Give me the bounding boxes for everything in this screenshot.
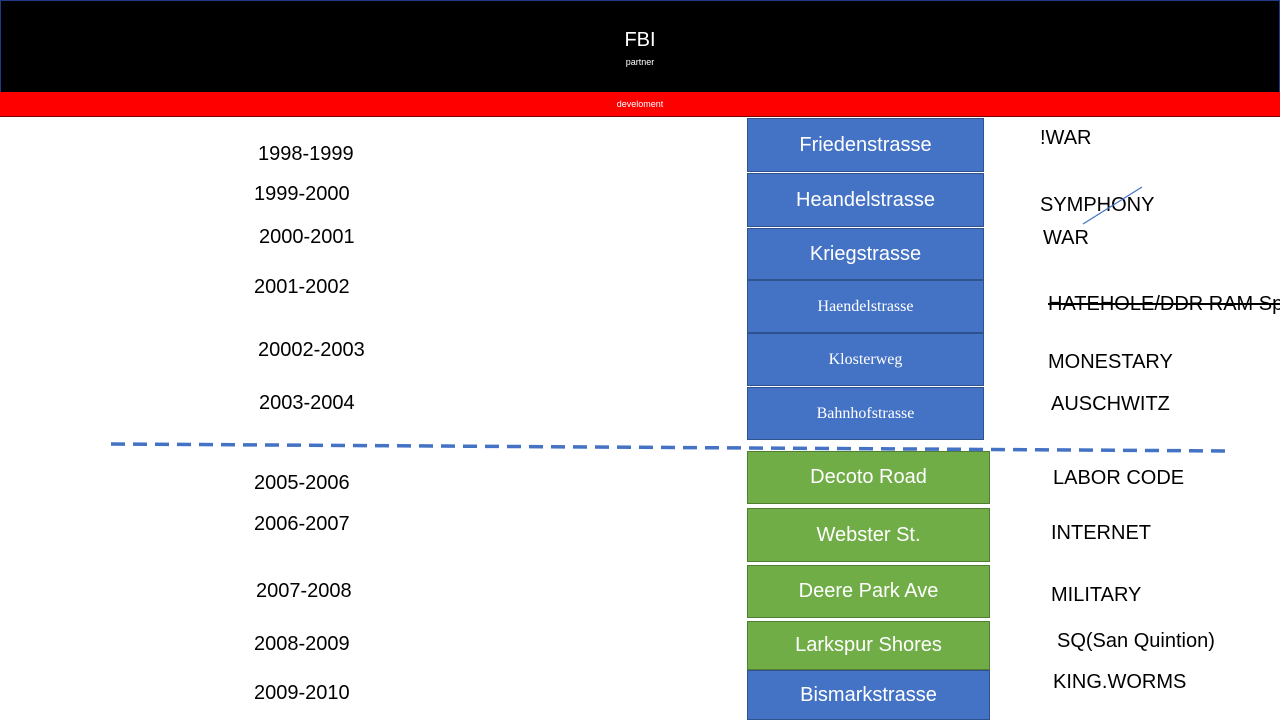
symphony-strike-line xyxy=(1082,186,1143,225)
street-box-friedenstrasse: Friedenstrasse xyxy=(747,118,984,172)
year-label: 2008-2009 xyxy=(254,633,350,655)
note-label-struck: HATEHOLE/DDR RAM Sp xyxy=(1048,293,1280,315)
dashed-divider xyxy=(110,442,1233,453)
street-box-bahnhofstrasse: Bahnhofstrasse xyxy=(747,387,984,440)
note-label: SQ(San Quintion) xyxy=(1057,630,1215,652)
street-box-webster-st: Webster St. xyxy=(747,508,990,562)
note-label: INTERNET xyxy=(1051,522,1151,544)
street-box-kriegstrasse: Kriegstrasse xyxy=(747,228,984,280)
red-banner: develoment xyxy=(0,92,1280,117)
street-box-deere-park-ave: Deere Park Ave xyxy=(747,565,990,618)
year-label: 2001-2002 xyxy=(254,276,350,298)
year-label: 2006-2007 xyxy=(254,513,350,535)
street-box-klosterweg: Klosterweg xyxy=(747,333,984,386)
note-label: MILITARY xyxy=(1051,584,1142,606)
year-label: 2007-2008 xyxy=(256,580,352,602)
header-title: FBI xyxy=(624,29,656,51)
note-label: LABOR CODE xyxy=(1053,467,1185,489)
year-label: 1998-1999 xyxy=(258,143,354,165)
note-label: AUSCHWITZ xyxy=(1051,393,1170,415)
street-box-haendelstrasse: Haendelstrasse xyxy=(747,280,984,333)
street-box-heandelstrasse: Heandelstrasse xyxy=(747,173,984,227)
banner-label: develoment xyxy=(616,99,664,109)
year-label: 2003-2004 xyxy=(259,392,355,414)
note-label: WAR xyxy=(1043,227,1089,249)
header-bar: FBI partner xyxy=(0,0,1280,92)
year-label: 2000-2001 xyxy=(259,226,355,248)
street-box-larkspur-shores: Larkspur Shores xyxy=(747,621,990,670)
header-subtitle: partner xyxy=(625,57,655,67)
note-label: KING.WORMS xyxy=(1053,671,1187,693)
note-label: SYMPHONY xyxy=(1040,194,1155,216)
street-box-decoto-road: Decoto Road xyxy=(747,451,990,504)
year-label: 2009-2010 xyxy=(254,682,350,704)
note-label: !WAR xyxy=(1040,127,1092,149)
year-label: 1999-2000 xyxy=(254,183,350,205)
year-label: 2005-2006 xyxy=(254,472,350,494)
year-label: 20002-2003 xyxy=(258,339,365,361)
note-label: MONESTARY xyxy=(1048,351,1173,373)
